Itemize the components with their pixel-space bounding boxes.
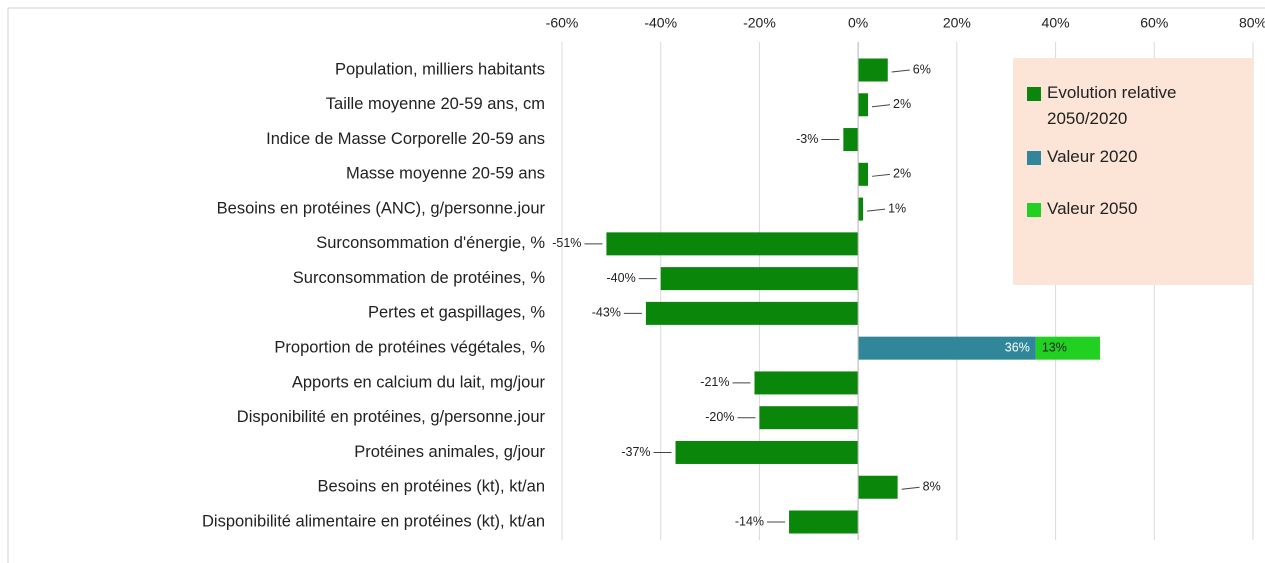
category-label: Protéines animales, g/jour	[354, 443, 545, 461]
x-tick-label: -20%	[743, 15, 776, 31]
leader-line	[891, 69, 910, 73]
value-label: -37%	[621, 445, 650, 459]
value-label: -3%	[796, 132, 818, 146]
leader-line	[867, 208, 886, 212]
category-label: Disponibilité en protéines, g/personne.j…	[237, 408, 546, 426]
value-label: 13%	[1042, 340, 1067, 354]
category-label: Pertes et gaspillages, %	[368, 304, 545, 322]
category-label: Apports en calcium du lait, mg/jour	[292, 373, 546, 391]
category-label: Masse moyenne 20-59 ans	[346, 165, 545, 183]
legend-label: Valeur 2020	[1047, 147, 1138, 166]
category-label: Population, milliers habitants	[335, 60, 545, 78]
bar	[759, 406, 859, 430]
legend-entry: Valeur 2050	[1027, 196, 1243, 222]
bar	[843, 128, 859, 152]
bar	[858, 475, 898, 499]
legend: Evolution relative 2050/2020 Valeur 2020 V…	[1013, 58, 1253, 285]
legend-label: Evolution relative 2050/2020	[1047, 83, 1177, 128]
x-tick-label: -40%	[644, 15, 677, 31]
value-label: -40%	[607, 271, 636, 285]
x-tick-label: 60%	[1140, 15, 1168, 31]
category-label: Proportion de protéines végétales, %	[274, 339, 545, 357]
category-label: Besoins en protéines (kt), kt/an	[318, 478, 545, 496]
legend-label: Valeur 2050	[1047, 199, 1138, 218]
bar	[645, 301, 859, 325]
legend-swatch	[1027, 203, 1041, 217]
bar	[754, 371, 859, 395]
value-label: 2%	[893, 167, 911, 181]
leader-line	[901, 486, 920, 490]
category-label: Besoins en protéines (ANC), g/personne.j…	[217, 199, 546, 217]
bar	[858, 162, 869, 186]
bar	[858, 197, 864, 221]
legend-entry: Evolution relative 2050/2020	[1027, 80, 1243, 132]
leader-line	[871, 173, 891, 177]
bar	[858, 58, 888, 82]
bar	[606, 232, 859, 256]
value-label: 8%	[923, 480, 941, 494]
value-label: 36%	[1005, 340, 1030, 354]
value-label: -21%	[700, 375, 729, 389]
bar	[660, 267, 859, 291]
bar	[858, 93, 869, 117]
x-tick-label: 0%	[848, 15, 868, 31]
value-label: -43%	[592, 306, 621, 320]
value-label: -51%	[552, 236, 581, 250]
value-label: 1%	[888, 201, 906, 215]
leader-line	[871, 104, 891, 108]
x-tick-label: 20%	[943, 15, 971, 31]
x-tick-label: 40%	[1042, 15, 1070, 31]
category-label: Disponibilité alimentaire en protéines (…	[202, 512, 545, 530]
bar	[1035, 336, 1100, 360]
category-label: Taille moyenne 20-59 ans, cm	[326, 95, 545, 113]
value-label: 2%	[893, 97, 911, 111]
value-label: 6%	[913, 62, 931, 76]
category-label: Surconsommation de protéines, %	[293, 269, 546, 287]
bar	[675, 440, 859, 464]
value-label: -14%	[735, 514, 764, 528]
category-label: Surconsommation d'énergie, %	[316, 234, 545, 252]
x-tick-label: 80%	[1239, 15, 1265, 31]
x-tick-label: -60%	[546, 15, 579, 31]
legend-entry: Valeur 2020	[1027, 144, 1243, 170]
legend-swatch	[1027, 87, 1041, 101]
bar	[789, 510, 859, 534]
category-label: Indice de Masse Corporelle 20-59 ans	[266, 130, 545, 148]
bar	[858, 336, 1036, 360]
legend-swatch	[1027, 151, 1041, 165]
value-label: -20%	[705, 410, 734, 424]
